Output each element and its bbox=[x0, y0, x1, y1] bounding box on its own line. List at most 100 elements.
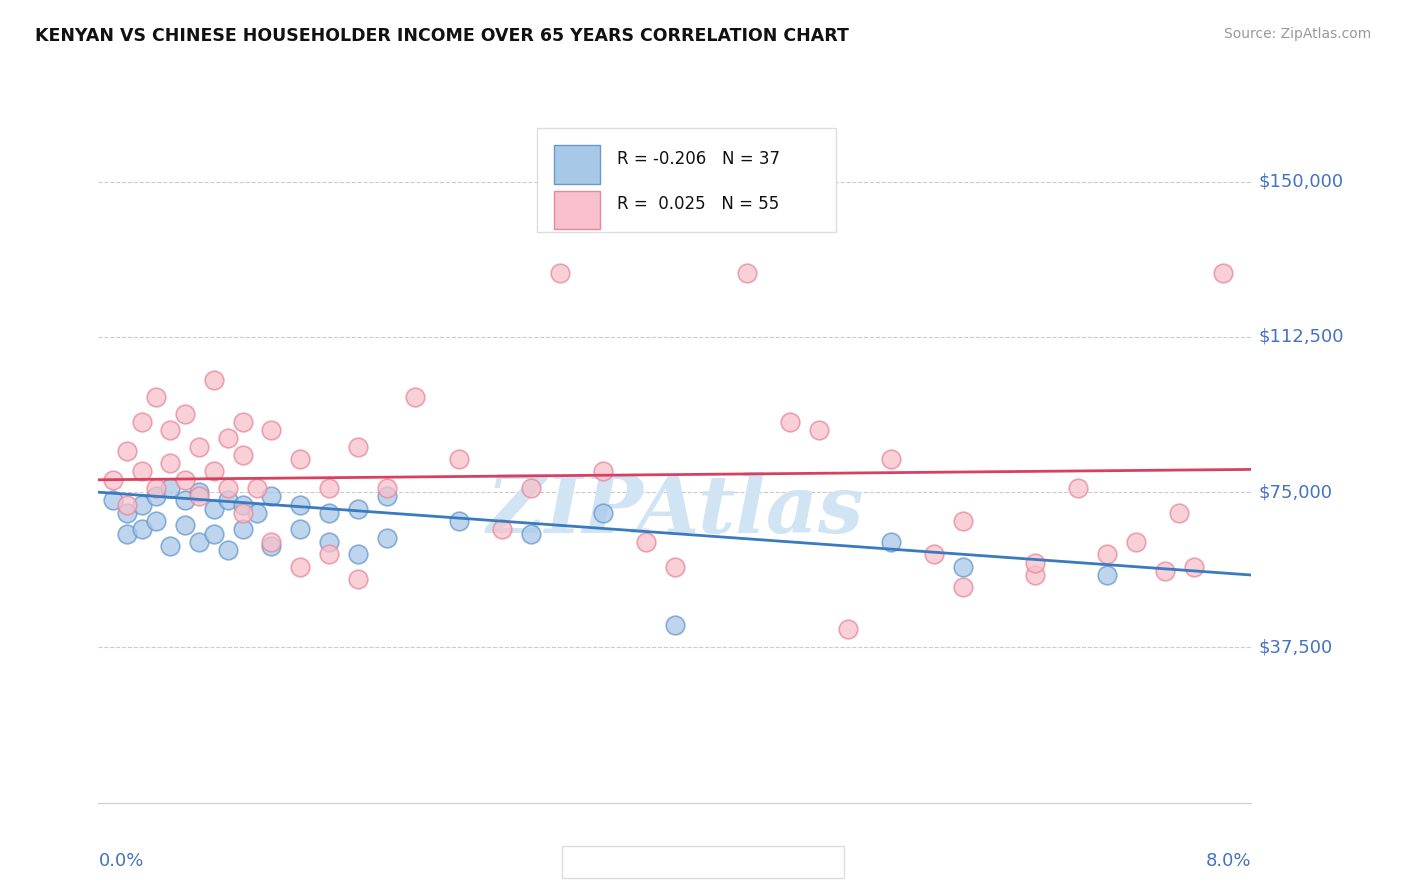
Text: $75,000: $75,000 bbox=[1258, 483, 1333, 501]
Text: $37,500: $37,500 bbox=[1258, 639, 1333, 657]
Point bbox=[664, 617, 686, 632]
Point bbox=[174, 518, 197, 533]
Point bbox=[880, 535, 903, 549]
Point bbox=[145, 481, 167, 495]
Text: $112,500: $112,500 bbox=[1258, 328, 1344, 346]
Point bbox=[246, 506, 269, 520]
Point bbox=[131, 465, 153, 479]
Point bbox=[217, 481, 239, 495]
Point bbox=[131, 498, 153, 512]
Point bbox=[145, 390, 167, 404]
Point bbox=[491, 523, 513, 537]
Point bbox=[117, 526, 138, 541]
Text: Chinese: Chinese bbox=[738, 858, 799, 872]
Point bbox=[260, 539, 283, 553]
Point bbox=[1168, 506, 1191, 520]
Point bbox=[735, 266, 758, 280]
Point bbox=[188, 535, 211, 549]
Point bbox=[145, 514, 167, 528]
Text: Source: ZipAtlas.com: Source: ZipAtlas.com bbox=[1223, 27, 1371, 41]
Point bbox=[1182, 559, 1205, 574]
Point bbox=[290, 559, 312, 574]
Point bbox=[231, 506, 254, 520]
Point bbox=[188, 485, 211, 500]
Text: R = -0.206   N = 37: R = -0.206 N = 37 bbox=[617, 150, 780, 169]
Point bbox=[159, 481, 181, 495]
Point bbox=[807, 423, 830, 437]
Point bbox=[318, 506, 340, 520]
Text: ■: ■ bbox=[574, 855, 593, 875]
Point bbox=[174, 493, 197, 508]
Text: 0.0%: 0.0% bbox=[98, 853, 143, 871]
Point bbox=[779, 415, 801, 429]
Point bbox=[117, 506, 138, 520]
Point bbox=[188, 489, 211, 503]
Point bbox=[202, 465, 225, 479]
Point bbox=[217, 493, 239, 508]
Point bbox=[231, 415, 254, 429]
Text: R =  0.025   N = 55: R = 0.025 N = 55 bbox=[617, 195, 779, 213]
Point bbox=[592, 465, 614, 479]
Point bbox=[131, 415, 153, 429]
Point bbox=[290, 498, 312, 512]
Point bbox=[131, 523, 153, 537]
Point bbox=[664, 559, 686, 574]
Bar bbox=[554, 191, 600, 229]
Text: ■: ■ bbox=[707, 855, 727, 875]
Point bbox=[346, 547, 368, 561]
Point bbox=[202, 526, 225, 541]
Point bbox=[447, 514, 470, 528]
Point bbox=[260, 535, 283, 549]
Point bbox=[117, 443, 138, 458]
Point bbox=[101, 473, 124, 487]
Point bbox=[260, 423, 283, 437]
Point bbox=[1067, 481, 1090, 495]
Point bbox=[447, 452, 470, 467]
Point bbox=[260, 489, 283, 503]
Point bbox=[519, 481, 541, 495]
Point bbox=[405, 390, 427, 404]
Point bbox=[952, 514, 974, 528]
Point bbox=[159, 539, 181, 553]
Point bbox=[217, 431, 239, 445]
Point bbox=[1153, 564, 1175, 578]
Point bbox=[318, 481, 340, 495]
Point bbox=[1097, 568, 1119, 582]
Point bbox=[202, 373, 225, 387]
Point bbox=[1097, 547, 1119, 561]
Point bbox=[519, 526, 541, 541]
Point bbox=[290, 452, 312, 467]
Point bbox=[1024, 568, 1046, 582]
Point bbox=[188, 440, 211, 454]
Point bbox=[375, 489, 398, 503]
Point bbox=[145, 489, 167, 503]
Point bbox=[174, 473, 197, 487]
Point bbox=[202, 501, 225, 516]
Point bbox=[375, 531, 398, 545]
Text: $150,000: $150,000 bbox=[1258, 172, 1343, 191]
Point bbox=[159, 423, 181, 437]
Point bbox=[1024, 556, 1046, 570]
Point bbox=[924, 547, 946, 561]
Bar bbox=[554, 145, 600, 184]
Point bbox=[375, 481, 398, 495]
Point bbox=[346, 572, 368, 586]
Point bbox=[159, 456, 181, 470]
Point bbox=[837, 622, 859, 636]
Point bbox=[117, 498, 138, 512]
FancyBboxPatch shape bbox=[537, 128, 837, 232]
Point bbox=[231, 523, 254, 537]
Point bbox=[952, 559, 974, 574]
Text: ZIPAtlas: ZIPAtlas bbox=[486, 472, 863, 549]
Point bbox=[101, 493, 124, 508]
Point bbox=[880, 452, 903, 467]
Point bbox=[346, 501, 368, 516]
Point bbox=[246, 481, 269, 495]
Point bbox=[318, 535, 340, 549]
Point bbox=[346, 440, 368, 454]
Point bbox=[231, 498, 254, 512]
Point bbox=[231, 448, 254, 462]
Point bbox=[1211, 266, 1234, 280]
Point bbox=[318, 547, 340, 561]
Text: Kenyans: Kenyans bbox=[605, 858, 669, 872]
